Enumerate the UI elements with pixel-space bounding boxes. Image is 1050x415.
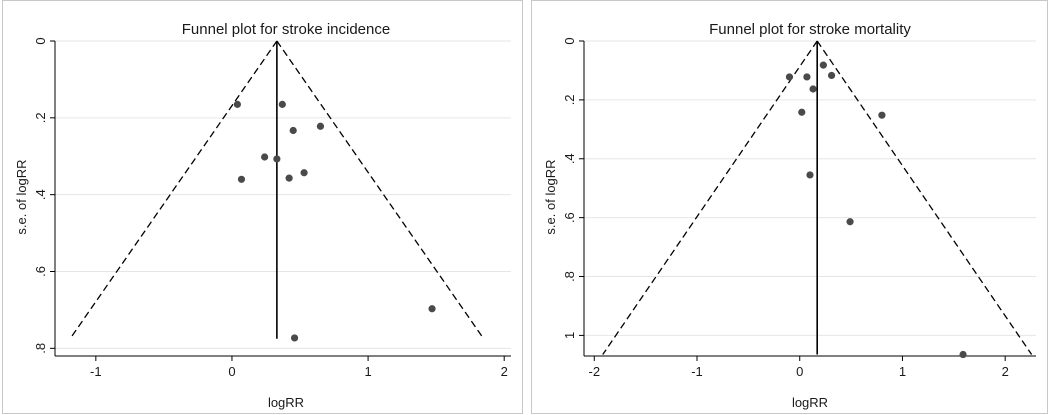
study-point (237, 175, 246, 183)
x-tick-label: 2 (501, 364, 508, 379)
x-tick-label: -1 (691, 364, 703, 379)
y-tick-label: .4 (562, 153, 577, 164)
chart-svg-incidence: Funnel plot for stroke incidence logRR s… (14, 21, 511, 410)
funnel-right-line (276, 40, 485, 340)
x-tick-label: 1 (899, 364, 906, 379)
funnel-plot-mortality: Funnel plot for stroke mortality logRR s… (531, 0, 1048, 414)
funnel-left-line (602, 40, 818, 355)
study-point (285, 174, 293, 182)
study-point (316, 122, 325, 130)
study-point (300, 169, 308, 177)
study-point (803, 73, 811, 81)
x-axis-label: logRR (268, 395, 304, 410)
funnel-right-line (816, 40, 1033, 355)
study-point (233, 100, 241, 108)
x-tick-label: 2 (1002, 364, 1009, 379)
y-axis-label: s.e. of logRR (543, 159, 558, 234)
study-point (278, 100, 286, 108)
x-tick-label: 0 (796, 364, 803, 379)
funnel-plot-incidence: Funnel plot for stroke incidence logRR s… (2, 0, 523, 414)
study-point (846, 218, 854, 226)
study-point (290, 334, 299, 342)
funnel-left-line (69, 40, 278, 340)
y-tick-label: .8 (33, 343, 48, 354)
chart-title: Funnel plot for stroke incidence (182, 21, 390, 38)
chart-svg-mortality: Funnel plot for stroke mortality logRR s… (543, 21, 1036, 410)
x-axis-label: logRR (792, 395, 828, 410)
x-tick-label: -1 (90, 364, 102, 379)
y-tick-label: .2 (33, 112, 48, 123)
study-point (273, 155, 281, 163)
x-tick-label: 0 (228, 364, 235, 379)
study-point (798, 108, 806, 116)
study-point (806, 171, 814, 179)
study-point (289, 126, 297, 135)
y-tick-label: .2 (562, 94, 577, 105)
chart-title: Funnel plot for stroke mortality (709, 21, 911, 38)
study-point (878, 111, 886, 119)
study-point (785, 73, 794, 81)
y-tick-label: 0 (33, 37, 48, 44)
study-point (959, 350, 967, 359)
y-tick-label: .6 (33, 266, 48, 277)
y-tick-label: 0 (562, 37, 577, 44)
y-tick-label: .4 (33, 189, 48, 200)
study-point (809, 85, 817, 93)
y-tick-label: .8 (562, 271, 577, 282)
y-axis-label: s.e. of logRR (14, 159, 29, 234)
study-point (428, 305, 436, 313)
study-point (261, 153, 269, 161)
x-tick-label: 1 (364, 364, 371, 379)
study-point (827, 71, 836, 80)
y-tick-label: .6 (562, 212, 577, 223)
y-tick-label: 1 (562, 332, 577, 339)
study-point (819, 61, 827, 69)
x-tick-label: -2 (588, 364, 600, 379)
